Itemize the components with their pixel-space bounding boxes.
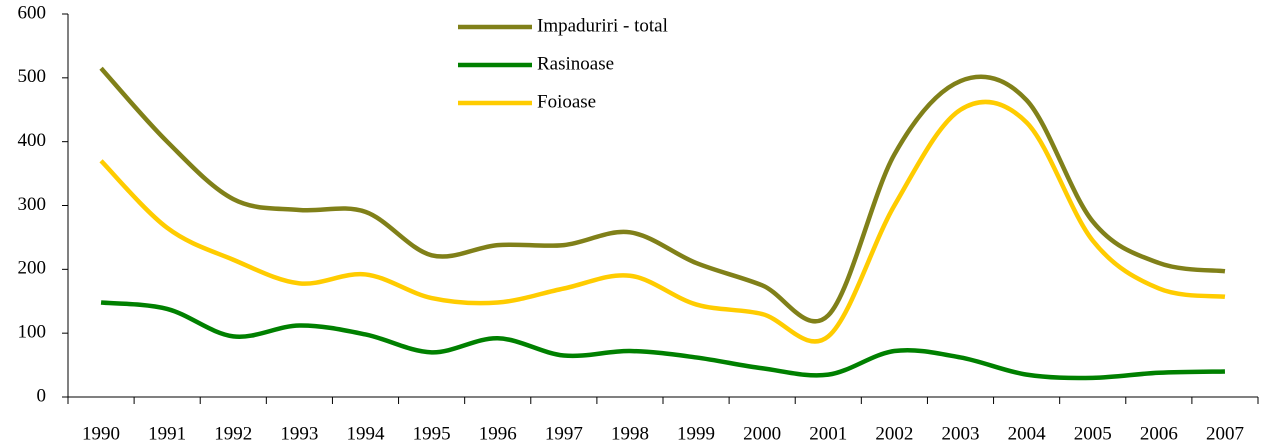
y-tick-label: 400 (18, 130, 47, 151)
y-tick-label: 600 (18, 2, 47, 23)
x-tick-label: 1991 (148, 423, 186, 444)
x-tick-label: 1990 (82, 423, 120, 444)
y-tick-label: 200 (18, 258, 47, 279)
x-tick-label: 2003 (942, 423, 980, 444)
x-tick-label: 1993 (280, 423, 318, 444)
legend-label: Impaduriri - total (537, 15, 668, 36)
x-tick-label: 2000 (743, 423, 781, 444)
x-tick-label: 1996 (479, 423, 517, 444)
x-tick-label: 1998 (611, 423, 649, 444)
y-tick-label: 300 (18, 194, 47, 215)
x-tick-label: 2004 (1008, 423, 1047, 444)
x-tick-label: 2002 (875, 423, 913, 444)
x-tick-label: 1992 (214, 423, 252, 444)
series-line (100, 300, 1225, 381)
x-tick-label: 2007 (1206, 423, 1244, 444)
y-tick-label: 0 (37, 385, 47, 406)
y-tick-label: 100 (18, 322, 47, 343)
x-tick-label: 2001 (809, 423, 847, 444)
series-line (99, 66, 1226, 324)
legend-label: Foioase (537, 91, 596, 112)
x-tick-label: 1997 (545, 423, 583, 444)
x-tick-label: 2005 (1074, 423, 1112, 444)
x-tick-label: 1995 (413, 423, 451, 444)
x-tick-label: 1999 (677, 423, 715, 444)
y-tick-label: 500 (18, 66, 47, 87)
x-tick-label: 1994 (347, 423, 386, 444)
legend-label: Rasinoase (537, 53, 614, 74)
series-line (99, 99, 1226, 344)
x-tick-label: 2006 (1140, 423, 1178, 444)
